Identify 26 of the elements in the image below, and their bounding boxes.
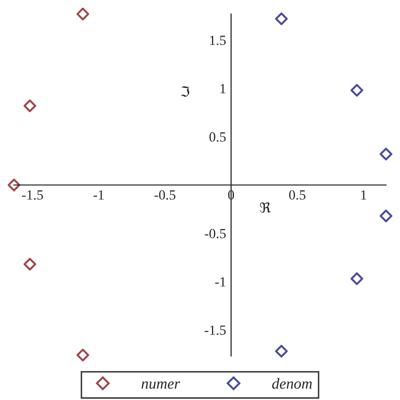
y-tick-label: 1 [220,84,226,94]
y-tick-label: -1 [215,277,226,286]
legend-label: numer [142,381,180,389]
legend-label: denom [272,378,312,389]
y-axis-title: ℑ [180,86,190,97]
x-tick-label: 0.5 [289,190,306,200]
point [24,258,36,271]
point [8,178,20,192]
y-tick-label: 1.5 [210,36,226,46]
point [275,344,288,358]
point [76,348,90,362]
y-tick-label: 0.5 [209,132,226,142]
point [380,148,392,160]
x-axis-title: ℜ [260,202,271,213]
x-tick-label: -1 [93,190,104,200]
point [350,272,364,286]
point [350,84,364,97]
y-tick-label: -1.5 [204,326,226,335]
point [24,99,36,112]
x-tick-label: -1.5 [22,190,43,200]
x-tick-label: 1 [361,190,366,200]
point [380,210,392,222]
x-tick-label: -0.5 [154,190,176,200]
point [76,8,90,20]
point [275,12,288,26]
y-tick-label: -0.5 [204,228,226,238]
